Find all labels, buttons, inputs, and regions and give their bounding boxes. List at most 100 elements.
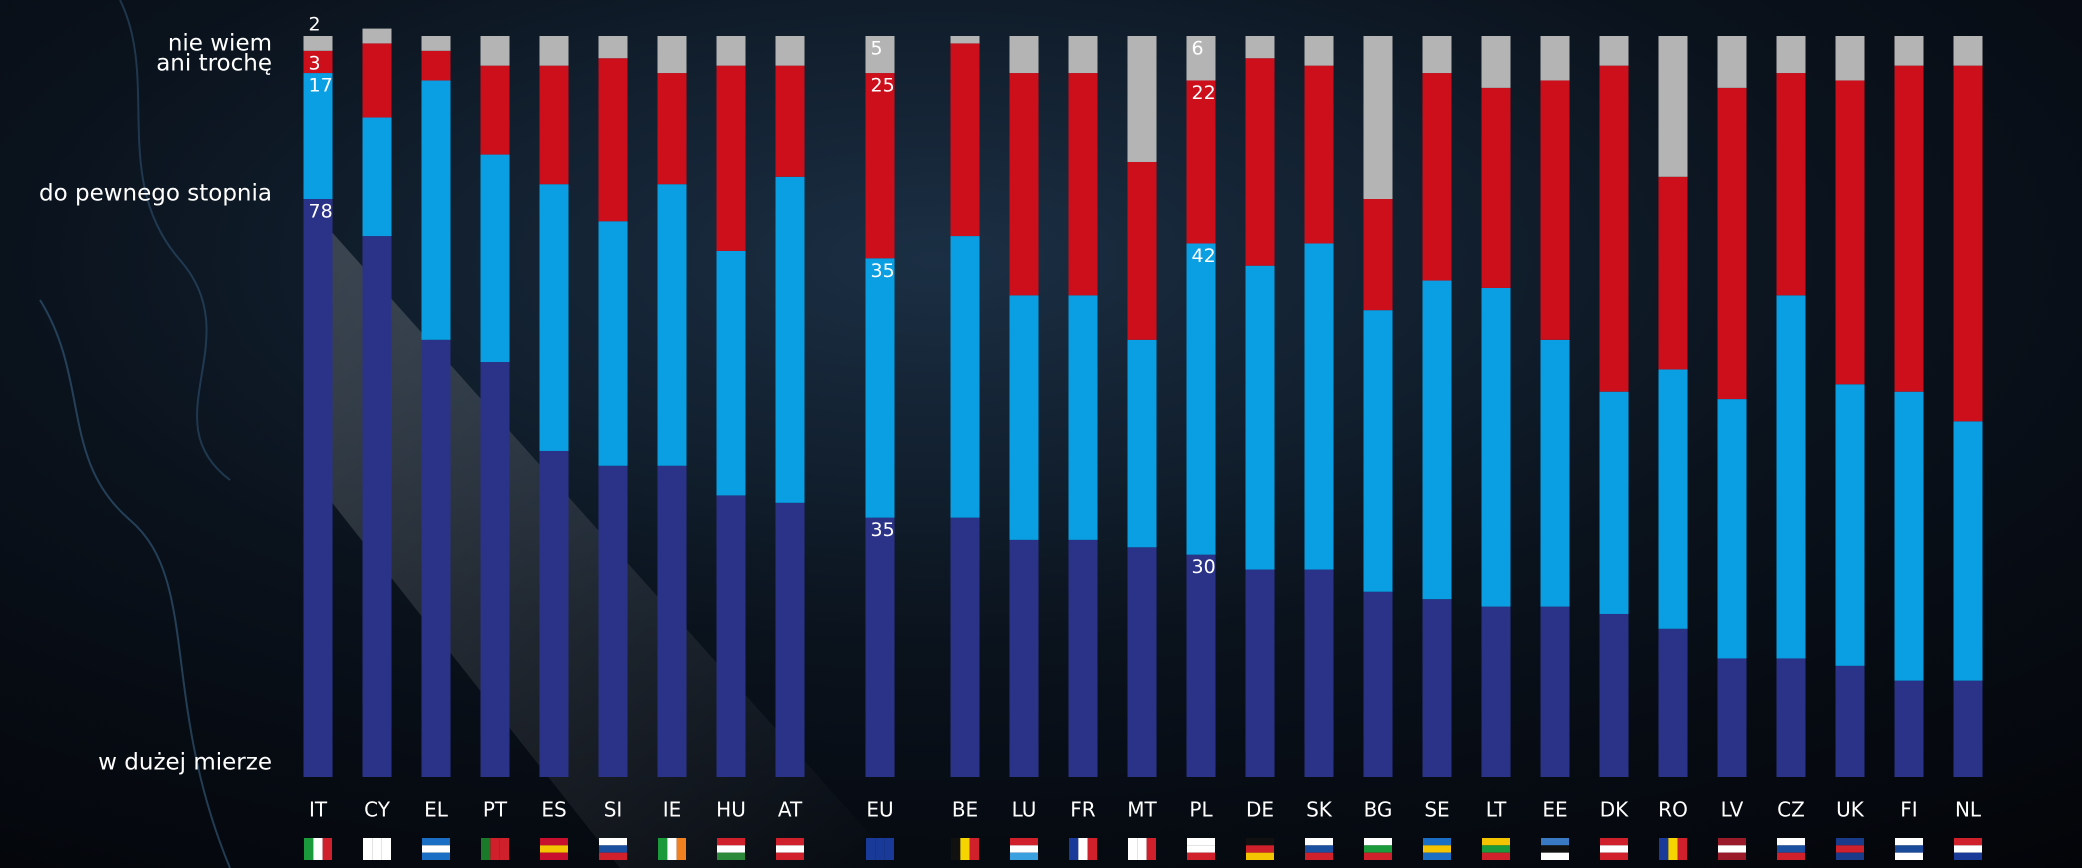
bar-segment xyxy=(540,66,569,185)
bar-segment xyxy=(1895,66,1924,392)
flag-stripe xyxy=(1364,853,1392,860)
bar-segment xyxy=(1069,73,1098,295)
bar-segment xyxy=(599,466,628,777)
bar-segment xyxy=(1364,199,1393,310)
flag-stripe xyxy=(1147,838,1156,860)
bar-segment xyxy=(1246,570,1275,777)
bar-segment xyxy=(481,66,510,155)
bar-segment xyxy=(776,177,805,503)
flag-stripe xyxy=(951,838,960,860)
data-label: 17 xyxy=(309,75,333,97)
flag-stripe xyxy=(382,838,391,860)
bar-segment xyxy=(1659,369,1688,628)
flag-stripe xyxy=(970,838,979,860)
flag-stripe xyxy=(1305,845,1333,852)
flag-stripe xyxy=(1668,838,1677,860)
bar-segment xyxy=(1128,340,1157,547)
bar-segment xyxy=(1187,555,1216,777)
x-tick-label: SE xyxy=(1424,798,1449,822)
bar-segment xyxy=(1600,66,1629,392)
bar-segment xyxy=(1482,607,1511,777)
bar-segment xyxy=(1895,392,1924,681)
flag-stripe xyxy=(1600,838,1628,845)
bar-segment xyxy=(540,451,569,777)
bar-segment xyxy=(1836,384,1865,666)
bar-segment xyxy=(1659,177,1688,370)
bar-segment xyxy=(1600,392,1629,614)
x-tick-label: CY xyxy=(364,798,391,822)
legend-label: do pewnego stopnia xyxy=(39,181,272,207)
data-label: 30 xyxy=(1192,556,1216,578)
bar-segment xyxy=(1659,36,1688,177)
flag-stripe xyxy=(1010,845,1038,852)
bar-segment xyxy=(599,221,628,466)
flag-stripe xyxy=(1078,838,1087,860)
flag-stripe xyxy=(717,845,745,852)
flag-stripe xyxy=(540,845,568,852)
flag-stripe xyxy=(1836,838,1864,845)
flag-stripe xyxy=(875,838,884,860)
bar-segment xyxy=(481,155,510,362)
flag-stripe xyxy=(717,838,745,845)
bar-segment xyxy=(1777,295,1806,658)
bar-segment xyxy=(363,236,392,777)
flag-stripe xyxy=(599,845,627,852)
flag-stripe xyxy=(1482,853,1510,860)
flag-stripe xyxy=(313,838,322,860)
x-tick-label: NL xyxy=(1955,798,1982,822)
x-tick-label: DK xyxy=(1600,798,1629,822)
flag-stripe xyxy=(1187,853,1215,860)
bar-segment xyxy=(1954,421,1983,680)
data-label: 6 xyxy=(1192,38,1204,60)
x-tick-label: IT xyxy=(309,798,328,822)
bar-segment xyxy=(951,36,980,43)
flag-stripe xyxy=(490,838,499,860)
x-tick-label: BE xyxy=(952,798,978,822)
bar-segment xyxy=(866,258,895,517)
bar-segment xyxy=(1718,36,1747,88)
flag-stripe xyxy=(1069,838,1078,860)
x-tick-label: SI xyxy=(604,798,623,822)
bar-segment xyxy=(1954,681,1983,777)
flag-stripe xyxy=(1895,838,1923,845)
flag-stripe xyxy=(677,838,686,860)
x-tick-label: PT xyxy=(483,798,508,822)
bar-segment xyxy=(1010,36,1039,73)
bar-segment xyxy=(1482,88,1511,288)
bar-segment xyxy=(1069,295,1098,540)
flag-stripe xyxy=(1423,845,1451,852)
data-label: 35 xyxy=(871,260,895,282)
flag-stripe xyxy=(1678,838,1687,860)
data-label: 35 xyxy=(871,519,895,541)
bar-segment xyxy=(658,184,687,466)
flag-stripe xyxy=(1187,845,1215,852)
bar-segment xyxy=(1069,36,1098,73)
data-label: 3 xyxy=(309,52,321,74)
flag-stripe xyxy=(1954,838,1982,845)
flag-stripe xyxy=(1010,853,1038,860)
bar-segment xyxy=(1128,36,1157,162)
bar-segment xyxy=(1364,310,1393,592)
x-tick-label: RO xyxy=(1658,798,1688,822)
flag-stripe xyxy=(1836,845,1864,852)
bar-segment xyxy=(1423,281,1452,600)
bar-segment xyxy=(1777,36,1806,73)
bar-segment xyxy=(1541,80,1570,339)
flag-stripe xyxy=(1659,838,1668,860)
bar-segment xyxy=(1423,599,1452,777)
bar-segment xyxy=(717,66,746,251)
bar-segment xyxy=(422,340,451,777)
flag-stripe xyxy=(1187,838,1215,845)
bar-segment xyxy=(481,36,510,66)
bar-segment xyxy=(1305,570,1334,777)
flag-stripe xyxy=(1777,838,1805,845)
flag-stripe xyxy=(1246,845,1274,852)
bar-segment xyxy=(1541,340,1570,607)
flag-stripe xyxy=(1836,853,1864,860)
data-label: 2 xyxy=(309,14,321,36)
flag-stripe xyxy=(1895,853,1923,860)
bar-segment xyxy=(951,518,980,777)
flag-stripe xyxy=(1246,838,1274,845)
flag-stripe xyxy=(1718,853,1746,860)
flag-stripe xyxy=(776,838,804,845)
